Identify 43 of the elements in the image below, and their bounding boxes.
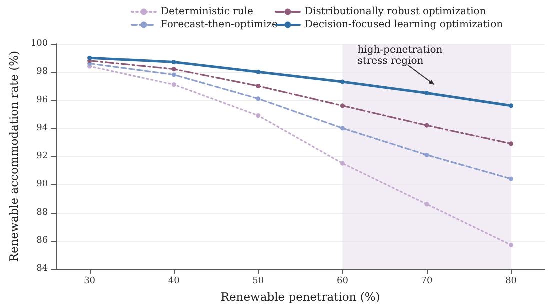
y-tick-label: 94 xyxy=(36,123,48,134)
point xyxy=(172,60,176,65)
legend-label: Deterministic rule xyxy=(161,6,254,18)
point xyxy=(509,142,514,146)
y-tick-label: 86 xyxy=(36,236,48,246)
point xyxy=(172,72,176,78)
x-axis-title: Renewable penetration (%) xyxy=(220,290,380,304)
x-tick-label: 70 xyxy=(421,276,433,287)
legend-label: Forecast-then-optimize xyxy=(161,20,278,30)
y-tick-label: 96 xyxy=(36,95,48,106)
point xyxy=(256,70,261,74)
point xyxy=(172,67,176,72)
point xyxy=(424,90,430,96)
point xyxy=(340,161,345,166)
y-tick-label: 90 xyxy=(36,180,48,190)
x-tick-label: 80 xyxy=(506,276,518,287)
point xyxy=(424,123,430,128)
point xyxy=(424,202,430,207)
point xyxy=(424,152,430,158)
y-tick-label: 98 xyxy=(36,67,48,78)
x-tick-label: 40 xyxy=(168,276,180,287)
point xyxy=(256,114,261,118)
x-tick-label: 60 xyxy=(336,276,349,287)
point xyxy=(509,104,514,108)
point xyxy=(509,176,514,182)
point xyxy=(172,82,176,88)
legend-label: Decision-focused learning optimization xyxy=(305,20,504,30)
point xyxy=(256,84,261,88)
y-axis-title: Renewable accommodation rate (%) xyxy=(7,50,21,262)
annotation: high-penetration stress region xyxy=(358,45,444,67)
y-tick-label: 88 xyxy=(36,208,48,218)
point xyxy=(340,126,345,131)
point xyxy=(340,80,345,84)
point xyxy=(256,96,261,102)
point xyxy=(340,104,345,108)
point xyxy=(88,56,92,60)
point xyxy=(509,242,514,248)
x-tick-label: 50 xyxy=(252,276,264,287)
legend-label: Distributionally robust optimization xyxy=(305,6,487,18)
y-tick-label: 84 xyxy=(36,264,48,274)
y-tick-label: 100 xyxy=(30,39,48,49)
x-tick-label: 30 xyxy=(84,276,96,287)
y-tick-label: 92 xyxy=(36,152,48,162)
